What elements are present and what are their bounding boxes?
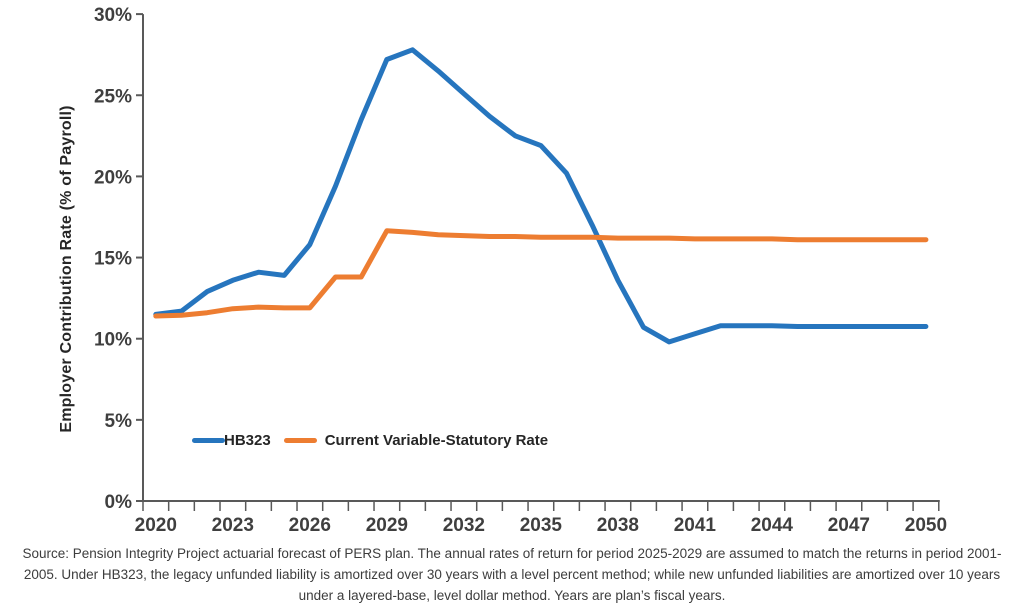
x-tick-label: 2050 [905,515,947,536]
x-tick-label: 2038 [597,515,639,536]
series-line-current-rate [153,228,929,319]
x-tick-label: 2029 [366,515,408,536]
y-axis-title: Employer Contribution Rate (% of Payroll… [58,105,75,433]
y-tick-label: 5% [105,411,133,432]
x-tick-label: 2023 [212,515,254,536]
x-tick-label: 2026 [289,515,331,536]
y-tick-label: 15% [94,249,132,270]
y-tick-label: 10% [94,330,132,351]
x-tick-label: 2032 [443,515,485,536]
y-tick-label: 0% [105,492,133,513]
hb323-legend-swatch [192,437,225,443]
source-note: Source: Pension Integrity Project actuar… [0,543,1024,606]
current-rate-legend-label: Current Variable-Statutory Rate [324,431,549,449]
y-tick-label: 30% [94,5,132,26]
x-tick-label: 2041 [674,515,717,536]
hb323-legend-label: HB323 [224,431,271,449]
source-note-line: 2005. Under HB323, the legacy unfunded l… [23,567,1001,582]
legend: HB323 Current Variable-Statutory Rate [192,431,548,449]
source-note-line: under a layered-base, level dollar metho… [298,588,726,603]
x-tick-label: 2044 [751,515,794,536]
current-rate-legend-swatch [283,437,317,443]
x-tick-label: 2047 [828,515,870,536]
y-tick-label: 20% [94,167,132,188]
source-note-line: Source: Pension Integrity Project actuar… [22,546,1002,561]
x-tick-label: 2035 [520,515,563,536]
x-tick-label: 2020 [135,515,177,536]
y-tick-label: 25% [94,86,132,107]
series-line-hb323 [153,47,929,345]
